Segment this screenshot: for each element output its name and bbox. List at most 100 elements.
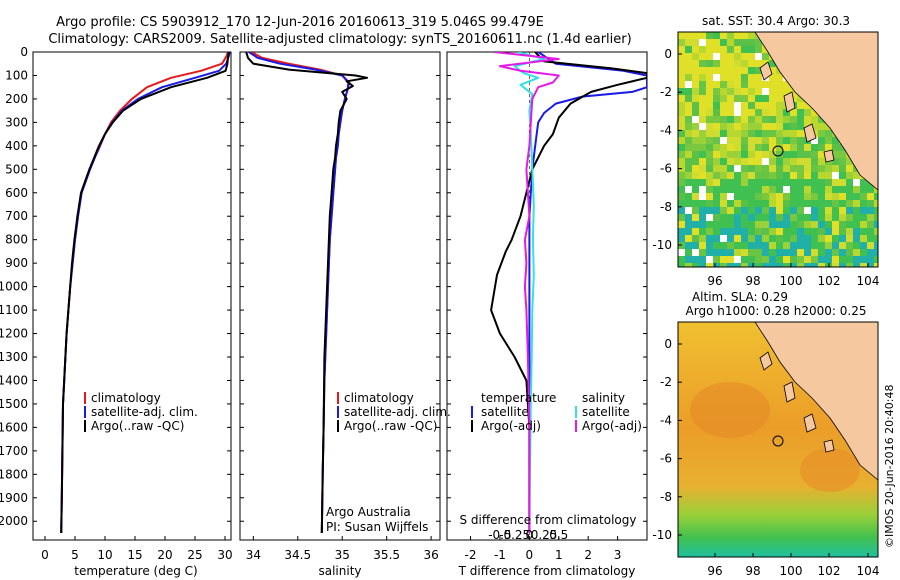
- sst-cell: [839, 200, 846, 207]
- sst-cell: [685, 256, 692, 263]
- sst-cell: [727, 60, 734, 67]
- sst-cell: [713, 32, 720, 39]
- sst-cell: [769, 151, 776, 158]
- sst-cell: [713, 249, 720, 256]
- sst-cell: [832, 151, 839, 158]
- sst-cell: [874, 235, 878, 242]
- sst-cell: [783, 256, 790, 263]
- sst-cell: [720, 151, 727, 158]
- sst-cell: [776, 74, 783, 81]
- sst-cell: [678, 193, 685, 200]
- x-tick-label: -1: [494, 548, 506, 562]
- sst-cell: [727, 165, 734, 172]
- sst-cell: [699, 172, 706, 179]
- sst-cell: [678, 74, 685, 81]
- sst-cell: [790, 179, 797, 186]
- sst-cell: [797, 235, 804, 242]
- sst-cell: [839, 179, 846, 186]
- sst-cell: [692, 249, 699, 256]
- sst-cell: [727, 53, 734, 60]
- sst-cell: [685, 137, 692, 144]
- sst-cell: [776, 179, 783, 186]
- sst-cell: [741, 67, 748, 74]
- sst-cell: [720, 39, 727, 46]
- sst-cell: [748, 172, 755, 179]
- header-line-1: Argo profile: CS 5903912_170 12-Jun-2016…: [56, 15, 544, 30]
- sst-cell: [741, 130, 748, 137]
- sst-cell: [678, 130, 685, 137]
- sst-cell: [734, 67, 741, 74]
- sst-cell: [832, 207, 839, 214]
- difference-panel-frame: [446, 51, 648, 541]
- sst-cell: [685, 242, 692, 249]
- sst-cell: [832, 165, 839, 172]
- sst-cell: [762, 263, 769, 267]
- sst-cell: [678, 228, 685, 235]
- sst-cell: [678, 235, 685, 242]
- sst-cell: [706, 158, 713, 165]
- lat-tick-label: -10: [652, 528, 672, 542]
- sst-cell: [727, 81, 734, 88]
- sst-cell: [713, 193, 720, 200]
- sst-cell: [699, 95, 706, 102]
- sst-cell: [713, 151, 720, 158]
- sst-cell: [811, 109, 818, 116]
- sst-cell: [713, 137, 720, 144]
- sst-cell: [734, 81, 741, 88]
- sst-cell: [839, 207, 846, 214]
- sst-cell: [804, 207, 811, 214]
- sst-cell: [727, 263, 734, 267]
- sst-cell: [783, 186, 790, 193]
- sst-cell: [839, 172, 846, 179]
- sst-cell: [748, 235, 755, 242]
- sst-cell: [797, 172, 804, 179]
- sst-cell: [755, 158, 762, 165]
- sst-cell: [741, 88, 748, 95]
- sst-cell: [727, 74, 734, 81]
- sst-cell: [846, 186, 853, 193]
- sst-cell: [776, 235, 783, 242]
- sst-cell: [685, 102, 692, 109]
- sst-cell: [713, 235, 720, 242]
- sst-cell: [741, 221, 748, 228]
- sst-cell: [748, 193, 755, 200]
- sst-cell: [699, 32, 706, 39]
- sst-cell: [853, 249, 860, 256]
- sst-cell: [846, 228, 853, 235]
- sst-cell: [832, 242, 839, 249]
- argo-location-marker: [772, 435, 784, 447]
- sst-cell: [811, 193, 818, 200]
- sst-cell: [741, 242, 748, 249]
- sst-cell: [867, 263, 874, 267]
- salinity-legend: climatology satellite-adj. clim. Argo(..…: [337, 391, 451, 433]
- sst-cell: [685, 116, 692, 123]
- sla-map-frame: [677, 321, 879, 558]
- sst-cell: [769, 207, 776, 214]
- sst-cell: [706, 130, 713, 137]
- sst-cell: [678, 53, 685, 60]
- sst-cell: [846, 193, 853, 200]
- sst-cell: [769, 263, 776, 267]
- difference-profile-lines: [490, 52, 647, 540]
- sst-cell: [685, 151, 692, 158]
- sst-cell: [720, 137, 727, 144]
- sst-cell: [748, 214, 755, 221]
- sst-cell: [860, 221, 867, 228]
- sst-cell: [839, 263, 846, 267]
- lon-tick-label: 96: [707, 564, 722, 578]
- sst-cell: [825, 193, 832, 200]
- sst-cell: [755, 81, 762, 88]
- sst-cell: [706, 109, 713, 116]
- sst-cell: [748, 32, 755, 39]
- sst-cell: [713, 60, 720, 67]
- s-tick-label: -0.5: [488, 528, 511, 542]
- sst-cell: [825, 200, 832, 207]
- sst-cell: [685, 95, 692, 102]
- sst-cell: [867, 207, 874, 214]
- depth-tick-label: 2000: [0, 514, 28, 528]
- sst-cell: [741, 39, 748, 46]
- sst-cell: [790, 242, 797, 249]
- sst-cell: [699, 200, 706, 207]
- sst-cell: [811, 221, 818, 228]
- sst-cell: [706, 242, 713, 249]
